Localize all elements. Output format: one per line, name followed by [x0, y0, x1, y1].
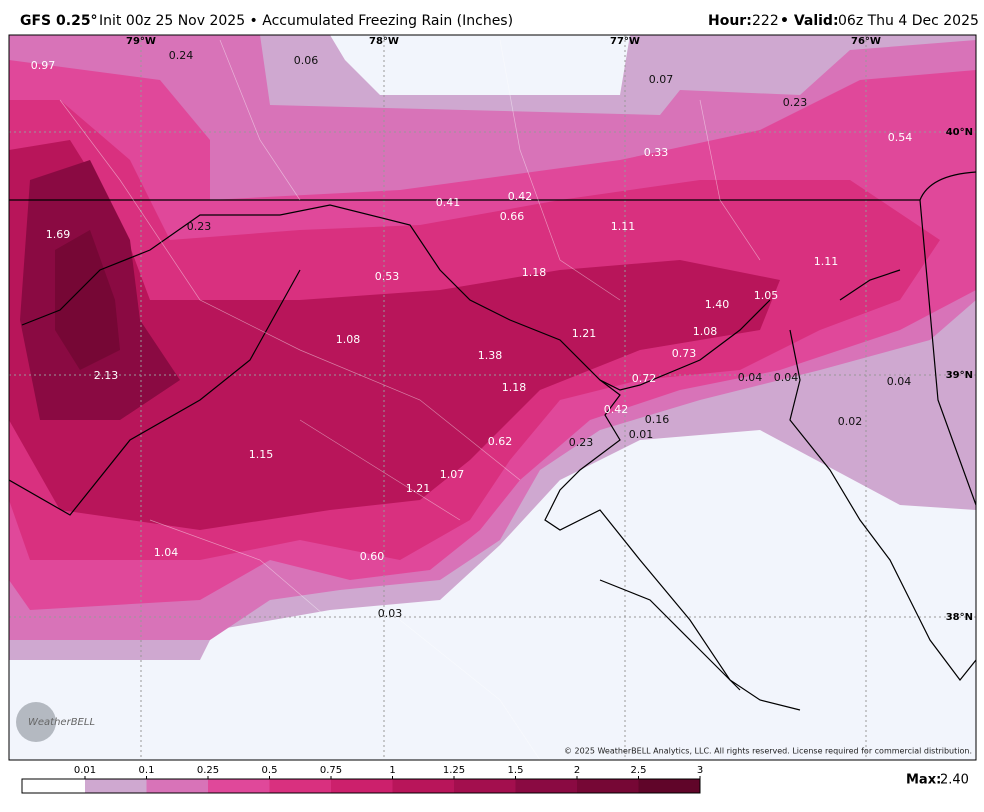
max-label: Max:	[906, 773, 941, 788]
colorbar-segment	[22, 779, 85, 793]
county-lines	[59, 39, 761, 760]
colorbar-segment	[454, 779, 516, 793]
logo: WeatherBELL	[28, 717, 95, 728]
value-label: 0.23	[783, 96, 808, 109]
value-label: 0.73	[672, 347, 697, 360]
colorbar-segment	[577, 779, 639, 793]
value-label: 0.03	[378, 607, 403, 620]
map: 79°W 78°W 77°W 76°W 40°N 39°N 38°N 0.970…	[8, 34, 977, 761]
colorbar-tick-label: 0.5	[262, 765, 278, 776]
value-label: 1.21	[572, 327, 597, 340]
subtitle: Init 00z 25 Nov 2025 • Accumulated Freez…	[99, 13, 513, 29]
value-label: 0.41	[436, 196, 461, 209]
value-label: 1.07	[440, 468, 465, 481]
value-label: 0.60	[360, 550, 385, 563]
value-label: 1.05	[754, 289, 779, 302]
value-label: 1.11	[611, 220, 636, 233]
valid-label: • Valid:	[780, 13, 839, 29]
model: GFS 0.25°	[20, 13, 98, 29]
map-frame	[8, 34, 977, 761]
colorbar-segment	[208, 779, 270, 793]
value-label: 1.40	[705, 298, 730, 311]
colorbar-tick-label: 1.5	[508, 765, 524, 776]
value-label: 0.06	[294, 54, 319, 67]
value-label: 0.54	[888, 131, 913, 144]
colorbar-segment	[392, 779, 454, 793]
value-label: 0.33	[644, 146, 669, 159]
value-label: 0.72	[632, 372, 657, 385]
lon-label: 77°W	[610, 36, 640, 47]
copyright: © 2025 WeatherBELL Analytics, LLC. All r…	[564, 747, 972, 756]
colorbar-frame	[21, 778, 701, 794]
colorbar-tick-label: 2	[574, 765, 580, 776]
borders	[9, 171, 976, 711]
max-value: 2.40	[940, 773, 969, 788]
colorbar-segment	[146, 779, 208, 793]
value-labels: 0.97 0.24 0.06 0.07 0.23 0.54 0.33 0.42 0.41 0.66…	[31, 49, 913, 620]
colorbar-tick-label: 0.25	[197, 765, 219, 776]
value-label: 1.18	[522, 266, 547, 279]
value-label: 1.18	[502, 381, 527, 394]
value-label: 0.97	[31, 59, 56, 72]
value-label: 0.23	[569, 436, 594, 449]
value-label: 0.53	[375, 270, 400, 283]
value-label: 1.69	[46, 228, 71, 241]
lon-label: 76°W	[851, 36, 881, 47]
colorbar: 0.01 0.1 0.25 0.5 0.75 1 1.25 1.5 2 2.5 3	[21, 765, 703, 794]
value-label: 0.01	[629, 428, 654, 441]
lon-label: 78°W	[369, 36, 399, 47]
value-label: 0.04	[738, 371, 763, 384]
value-label: 0.66	[500, 210, 525, 223]
logo-icon	[16, 702, 56, 742]
colorbar-segment	[638, 779, 700, 793]
value-label: 0.42	[508, 190, 533, 203]
contour	[9, 140, 780, 530]
value-label: 1.08	[336, 333, 361, 346]
valid: 06z Thu 4 Dec 2025	[838, 13, 979, 29]
lat-label: 40°N	[946, 127, 973, 138]
colorbar-segment	[85, 779, 147, 793]
value-label: 0.24	[169, 49, 194, 62]
value-label: 0.02	[838, 415, 863, 428]
contour	[55, 230, 120, 370]
value-label: 1.38	[478, 349, 503, 362]
colorbar-tick-label: 1.25	[443, 765, 465, 776]
lat-label: 38°N	[946, 612, 973, 623]
colorbar-segment	[515, 779, 577, 793]
value-label: 2.13	[94, 369, 119, 382]
colorbar-segment	[269, 779, 331, 793]
colorbar-tick-label: 1	[389, 765, 395, 776]
value-label: 0.07	[649, 73, 674, 86]
value-label: 1.11	[814, 255, 839, 268]
colorbar-tick-label: 0.75	[320, 765, 342, 776]
colorbar-tick-label: 0.01	[74, 765, 96, 776]
value-label: 1.21	[406, 482, 431, 495]
value-label: 0.42	[604, 403, 629, 416]
value-label: 0.04	[774, 371, 799, 384]
colorbar-tick-label: 0.1	[139, 765, 155, 776]
hour: 222	[752, 13, 779, 29]
value-label: 0.23	[187, 220, 212, 233]
value-label: 0.04	[887, 375, 912, 388]
value-label: 1.04	[154, 546, 179, 559]
value-label: 1.08	[693, 325, 718, 338]
hour-label: Hour:	[708, 13, 752, 29]
value-label: 0.16	[645, 413, 670, 426]
lon-label: 79°W	[126, 36, 156, 47]
colorbar-segment	[331, 779, 393, 793]
colorbar-tick-label: 3	[697, 765, 703, 776]
colorbar-tick-label: 2.5	[631, 765, 647, 776]
lat-label: 39°N	[946, 370, 973, 381]
value-label: 0.62	[488, 435, 513, 448]
value-label: 1.15	[249, 448, 274, 461]
